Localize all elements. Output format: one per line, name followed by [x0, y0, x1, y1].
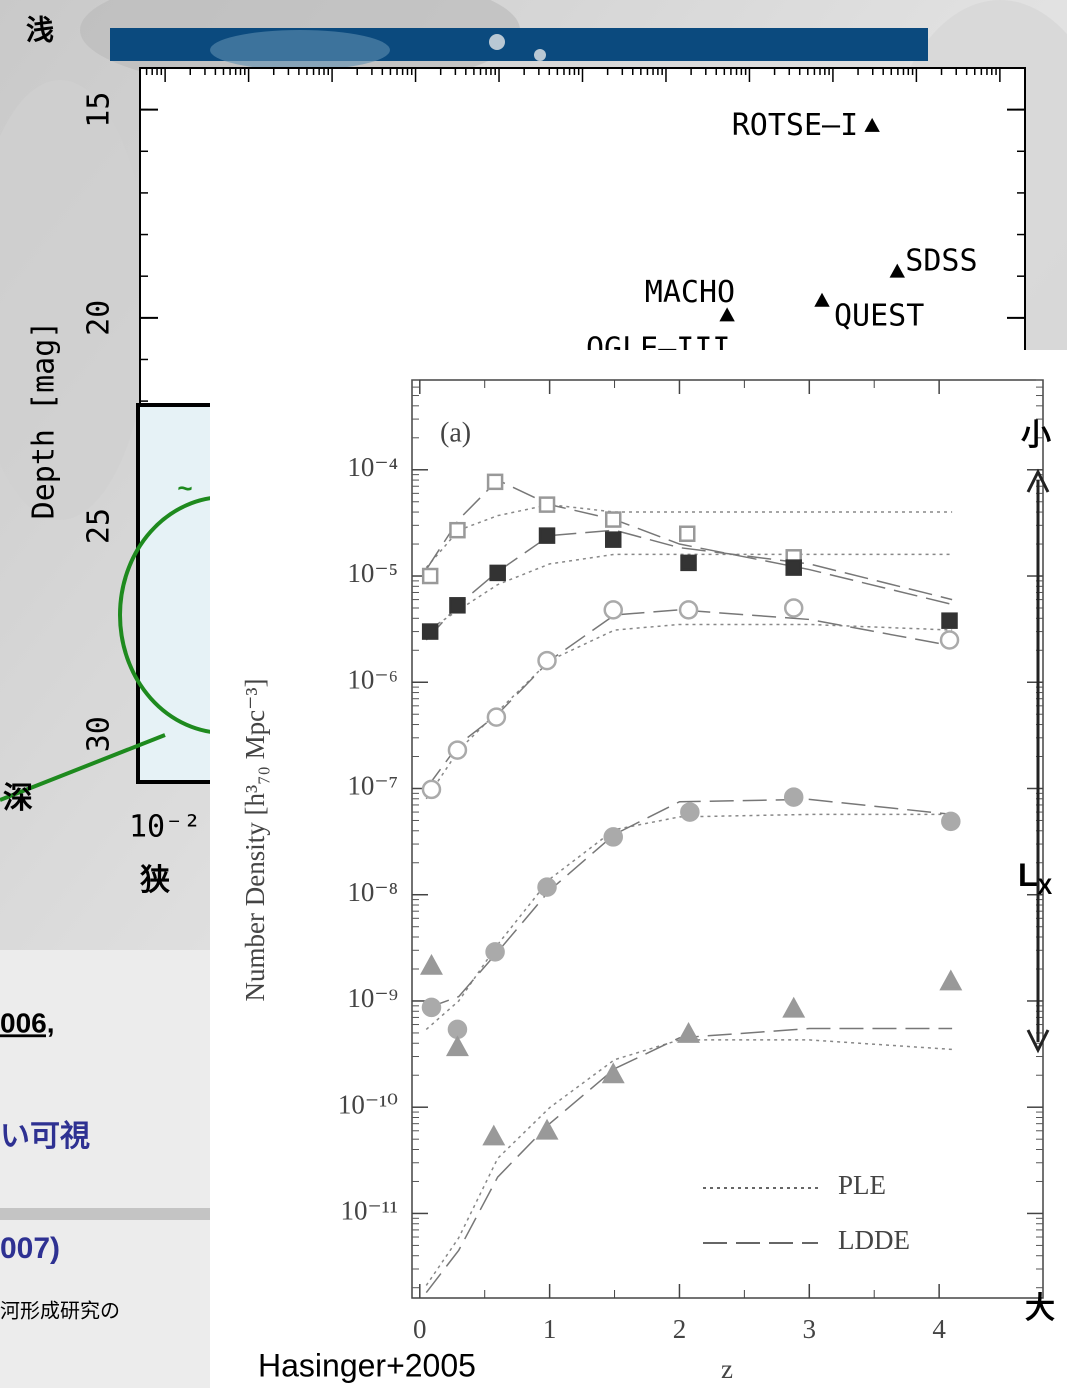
data-point — [941, 612, 958, 629]
survey-point — [719, 307, 735, 322]
model-curve — [425, 609, 953, 789]
slide-fragments: 006, い可視 007) 河形成研究の — [0, 1007, 120, 1322]
y-tick-label: 10⁻⁶ — [347, 664, 398, 694]
x-tick-label: 0 — [413, 1314, 427, 1344]
fragment: 河形成研究の — [0, 1299, 120, 1322]
shallow-label: 浅 — [26, 14, 54, 45]
narrow-label: 狭 — [139, 864, 170, 897]
data-point — [421, 997, 442, 1018]
y-tick-label: 10⁻⁸ — [347, 877, 398, 907]
data-point — [785, 559, 802, 576]
data-point — [537, 877, 557, 897]
citation: Hasinger+2005 — [258, 1347, 476, 1383]
data-point — [449, 597, 466, 614]
y-tick-label: 10⁻⁴ — [347, 452, 398, 482]
data-point — [601, 1062, 625, 1084]
data-point — [447, 740, 468, 760]
data-point — [680, 802, 700, 822]
lx-label: LX — [1018, 857, 1053, 898]
y-axis-title: Depth [mag] — [27, 321, 62, 520]
x-axis-title: z — [721, 1354, 733, 1384]
y-tick-label: 10⁻¹¹ — [341, 1196, 398, 1226]
survey-label: MACHO — [645, 275, 735, 310]
banner — [110, 28, 928, 70]
data-point — [604, 511, 622, 528]
data-point — [486, 473, 504, 491]
data-point — [679, 525, 696, 542]
model-curve — [425, 1027, 953, 1294]
panel-label: (a) — [440, 417, 471, 448]
x-tick-label: 3 — [803, 1314, 817, 1344]
y-tick-label: 30 — [82, 716, 117, 752]
y-tick-label: 25 — [82, 508, 117, 544]
x-tick-label: 4 — [932, 1314, 946, 1344]
y-tick-label: 20 — [82, 300, 117, 336]
data-point — [604, 531, 622, 548]
y-tick-label: 15 — [82, 92, 117, 128]
data-point — [939, 969, 963, 991]
data-point — [680, 554, 697, 572]
fragment: い可視 — [0, 1120, 90, 1153]
survey-label: SDSS — [905, 244, 977, 279]
legend-label: LDDE — [838, 1225, 910, 1255]
fragment: 007) — [0, 1232, 60, 1265]
number-density-chart: 10⁻⁴ 10⁻⁵ 10⁻⁶ 10⁻⁷ 10⁻⁸ 10⁻⁹ 10⁻¹⁰ 10⁻¹¹ 0 1 2 3 4 z… — [240, 379, 1044, 1384]
y-tick-label: 10⁻⁹ — [347, 983, 398, 1013]
small-label: 小 — [1021, 419, 1051, 452]
y-tick-label: 10⁻¹⁰ — [338, 1089, 398, 1119]
data-point — [782, 996, 806, 1018]
data-point — [603, 600, 623, 620]
y-tick-label: 10⁻⁷ — [347, 771, 398, 801]
data-point — [421, 567, 439, 585]
data-point — [482, 1124, 506, 1146]
data-point — [538, 527, 556, 544]
large-label: 大 — [1025, 1292, 1055, 1325]
lx-sub: X — [1038, 874, 1053, 899]
survey-label: ROTSE–I — [732, 108, 858, 143]
x-tick-label: 10⁻² — [129, 810, 201, 845]
data-point — [678, 600, 699, 620]
data-point — [489, 564, 506, 582]
model-curve — [425, 1039, 953, 1286]
plot-area — [411, 379, 1044, 1299]
data-point — [421, 623, 439, 640]
data-point — [783, 787, 804, 807]
fragment: 006, — [0, 1007, 55, 1038]
data-point — [941, 811, 961, 832]
data-point — [939, 630, 960, 650]
x-tick-label: 2 — [673, 1314, 687, 1344]
legend-label: PLE — [838, 1170, 886, 1200]
y-axis-title: Number Density [h³₇₀ Mpc⁻³] — [240, 679, 270, 1002]
survey-point — [889, 263, 905, 278]
annotation: ~ — [177, 473, 192, 503]
slide-annotations: 深 狭 小 LX 大 Hasinger+2005 — [0, 419, 1055, 1383]
data-point — [603, 827, 623, 847]
data-point — [535, 1118, 559, 1140]
x-tick-label: 1 — [543, 1314, 557, 1344]
data-point — [421, 779, 442, 800]
survey-point — [864, 117, 880, 132]
data-point — [538, 496, 556, 513]
data-point — [420, 953, 443, 975]
lx-main: L — [1018, 857, 1038, 893]
data-point — [449, 521, 466, 539]
plot-clip — [420, 473, 963, 1294]
y-tick-label: 10⁻⁵ — [347, 558, 398, 588]
data-point — [445, 1035, 469, 1057]
deep-label: 深 — [3, 782, 33, 815]
arrow-heads — [1026, 468, 1050, 1054]
data-point — [783, 598, 804, 618]
pointer-line — [0, 733, 166, 802]
data-point — [486, 707, 507, 727]
data-point — [677, 1022, 701, 1043]
survey-point — [814, 292, 830, 307]
data-point — [537, 650, 557, 671]
data-point — [485, 942, 505, 962]
survey-label: QUEST — [834, 299, 924, 334]
